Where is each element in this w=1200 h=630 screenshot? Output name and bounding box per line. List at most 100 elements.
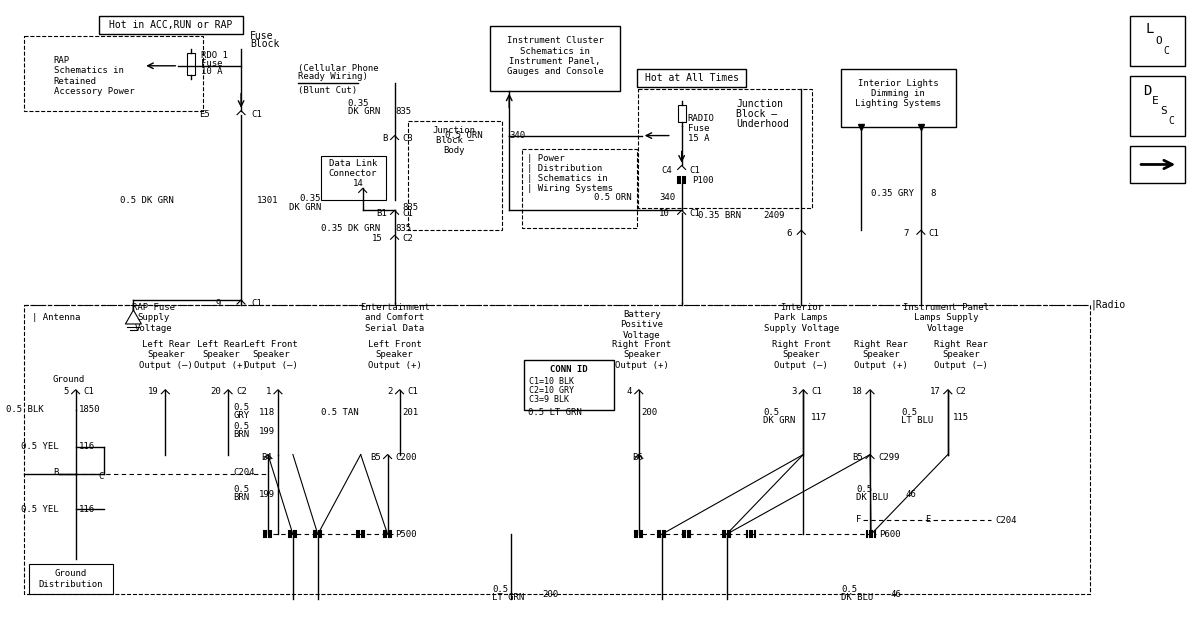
Text: 14: 14: [353, 179, 364, 188]
Text: | Schematics in: | Schematics in: [527, 174, 607, 183]
Text: Fuse: Fuse: [250, 31, 274, 41]
Bar: [187, 53, 196, 75]
Bar: [24, 305, 1091, 594]
Text: 0.5: 0.5: [763, 408, 780, 417]
Text: 201: 201: [402, 408, 419, 417]
Text: 0.35 GRY: 0.35 GRY: [871, 189, 914, 198]
Text: C1: C1: [251, 299, 262, 307]
Text: Junction: Junction: [433, 126, 476, 135]
Text: Dimming in: Dimming in: [871, 89, 925, 98]
Text: C1: C1: [811, 387, 822, 396]
Text: 9: 9: [216, 299, 221, 307]
Text: 117: 117: [811, 413, 827, 422]
Text: Right Rear
Speaker
Output (+): Right Rear Speaker Output (+): [854, 340, 908, 370]
Text: DK GRN: DK GRN: [348, 107, 380, 116]
Text: BRN: BRN: [233, 493, 250, 502]
Text: B: B: [53, 468, 59, 477]
Text: Left Rear
Speaker
Output (+): Left Rear Speaker Output (+): [194, 340, 248, 370]
Text: B6: B6: [632, 453, 642, 462]
Text: C3=9 BLK: C3=9 BLK: [529, 395, 569, 404]
Text: 15 A: 15 A: [688, 134, 709, 143]
Text: C204: C204: [996, 516, 1018, 525]
Text: 835: 835: [396, 107, 412, 116]
Text: C1: C1: [251, 110, 262, 119]
Text: C1: C1: [929, 229, 940, 238]
Text: Hot in ACC,RUN or RAP: Hot in ACC,RUN or RAP: [109, 20, 232, 30]
Bar: [408, 120, 503, 231]
Text: 18: 18: [852, 387, 863, 396]
Text: S: S: [1160, 106, 1166, 116]
Bar: [491, 26, 620, 91]
Text: LT GRN: LT GRN: [492, 593, 524, 602]
Text: 2: 2: [388, 387, 392, 396]
Bar: [24, 36, 203, 111]
Text: Body: Body: [444, 146, 466, 155]
Text: C1: C1: [84, 387, 95, 396]
Text: C: C: [98, 472, 103, 481]
Text: 2409: 2409: [763, 211, 785, 220]
Text: 0.5: 0.5: [492, 585, 509, 593]
Text: 199: 199: [259, 490, 275, 499]
Text: C: C: [1168, 116, 1174, 125]
Text: C1=10 BLK: C1=10 BLK: [529, 377, 574, 386]
Text: 0.5 ORN: 0.5 ORN: [594, 193, 632, 202]
Text: Block –: Block –: [737, 108, 778, 118]
Text: 1301: 1301: [257, 196, 278, 205]
Bar: [320, 156, 385, 200]
Text: Battery
Positive
Voltage: Battery Positive Voltage: [620, 310, 664, 340]
Text: DK GRN: DK GRN: [288, 203, 320, 212]
Text: 0.5: 0.5: [233, 485, 250, 494]
Text: Left Front
Speaker
Output (–): Left Front Speaker Output (–): [244, 340, 298, 370]
Bar: [841, 69, 955, 127]
Text: C2: C2: [955, 387, 966, 396]
Text: Left Rear
Speaker
Output (–): Left Rear Speaker Output (–): [139, 340, 193, 370]
Text: 835: 835: [396, 224, 412, 232]
Text: | Power: | Power: [527, 154, 565, 163]
Text: Ready Wiring): Ready Wiring): [298, 72, 367, 81]
Text: C1: C1: [690, 209, 701, 218]
Bar: [524, 360, 614, 410]
Text: C3: C3: [402, 134, 413, 143]
Text: 200: 200: [642, 408, 658, 417]
Text: 4: 4: [626, 387, 632, 396]
Text: RAP
Schematics in
Retained
Accessory Power: RAP Schematics in Retained Accessory Pow…: [54, 56, 134, 96]
Text: DK GRN: DK GRN: [763, 416, 796, 425]
Text: Block –: Block –: [436, 136, 473, 145]
Text: B: B: [383, 134, 388, 143]
Text: (Blunt Cut): (Blunt Cut): [298, 86, 358, 95]
Text: Lighting Systems: Lighting Systems: [854, 99, 941, 108]
Text: F: F: [856, 515, 862, 524]
Text: 0.35: 0.35: [348, 99, 370, 108]
Text: 19: 19: [148, 387, 158, 396]
Text: 8: 8: [931, 189, 936, 198]
Bar: [98, 16, 244, 34]
Text: E5: E5: [199, 110, 210, 119]
Text: RADIO: RADIO: [688, 114, 714, 123]
Text: Right Rear
Speaker
Output (–): Right Rear Speaker Output (–): [934, 340, 988, 370]
Text: 835: 835: [402, 203, 419, 212]
Text: Right Front
Speaker
Output (+): Right Front Speaker Output (+): [612, 340, 671, 370]
Text: 20: 20: [210, 387, 221, 396]
Text: | Distribution: | Distribution: [527, 164, 602, 173]
Text: Right Front
Speaker
Output (–): Right Front Speaker Output (–): [772, 340, 830, 370]
Text: E: E: [1152, 96, 1159, 106]
Text: 0.5: 0.5: [233, 403, 250, 412]
Text: BRN: BRN: [233, 430, 250, 439]
Text: |Radio: |Radio: [1091, 300, 1126, 311]
Text: 0.35 DK GRN: 0.35 DK GRN: [320, 224, 380, 232]
Text: 7: 7: [904, 229, 908, 238]
Text: GRY: GRY: [233, 411, 250, 420]
Text: B4: B4: [262, 453, 271, 462]
Text: C1: C1: [402, 209, 413, 218]
Text: B5: B5: [370, 453, 380, 462]
Text: Interior Lights: Interior Lights: [858, 79, 938, 88]
Text: 5: 5: [64, 387, 68, 396]
Text: Instrument Panel,: Instrument Panel,: [509, 57, 601, 66]
Text: P500: P500: [396, 530, 418, 539]
Text: C1: C1: [690, 166, 701, 175]
Text: 10: 10: [659, 209, 670, 218]
Text: Ground
Distribution: Ground Distribution: [38, 570, 103, 589]
Text: P100: P100: [691, 176, 713, 185]
Text: 15: 15: [372, 234, 383, 243]
Text: Fuse: Fuse: [202, 59, 223, 68]
